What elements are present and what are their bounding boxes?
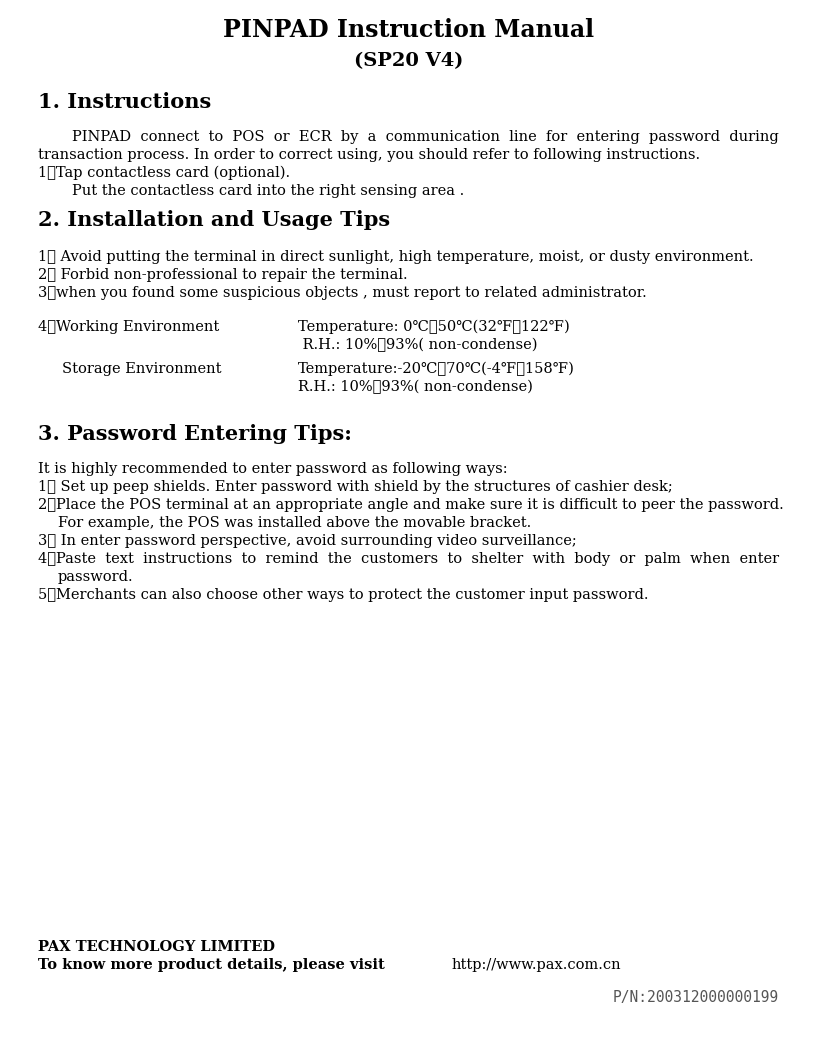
Text: R.H.: 10%～93%( non-condense): R.H.: 10%～93%( non-condense) — [298, 380, 533, 395]
Text: 3. Password Entering Tips:: 3. Password Entering Tips: — [38, 424, 352, 445]
Text: Temperature: 0℃～50℃(32℉～122℉): Temperature: 0℃～50℃(32℉～122℉) — [298, 320, 569, 334]
Text: 1）Tap contactless card (optional).: 1）Tap contactless card (optional). — [38, 166, 290, 180]
Text: R.H.: 10%～93%( non-condense): R.H.: 10%～93%( non-condense) — [298, 338, 538, 352]
Text: PINPAD Instruction Manual: PINPAD Instruction Manual — [223, 18, 594, 42]
Text: 4）Working Environment: 4）Working Environment — [38, 320, 219, 334]
Text: transaction process. In order to correct using, you should refer to following in: transaction process. In order to correct… — [38, 148, 700, 162]
Text: It is highly recommended to enter password as following ways:: It is highly recommended to enter passwo… — [38, 462, 507, 476]
Text: Put the contactless card into the right sensing area .: Put the contactless card into the right … — [72, 184, 464, 198]
Text: 1） Avoid putting the terminal in direct sunlight, high temperature, moist, or du: 1） Avoid putting the terminal in direct … — [38, 250, 753, 264]
Text: Temperature:-20℃～70℃(-4℉～158℉): Temperature:-20℃～70℃(-4℉～158℉) — [298, 362, 575, 377]
Text: 3） In enter password perspective, avoid surrounding video surveillance;: 3） In enter password perspective, avoid … — [38, 534, 577, 548]
Text: P/N:200312000000199: P/N:200312000000199 — [613, 990, 779, 1005]
Text: PAX TECHNOLOGY LIMITED: PAX TECHNOLOGY LIMITED — [38, 940, 275, 954]
Text: http://www.pax.com.cn: http://www.pax.com.cn — [452, 958, 622, 972]
Text: (SP20 V4): (SP20 V4) — [354, 52, 463, 70]
Text: password.: password. — [58, 570, 134, 584]
Text: 3）when you found some suspicious objects , must report to related administrator.: 3）when you found some suspicious objects… — [38, 286, 647, 300]
Text: 2） Forbid non-professional to repair the terminal.: 2） Forbid non-professional to repair the… — [38, 268, 408, 282]
Text: To know more product details, please visit: To know more product details, please vis… — [38, 958, 390, 972]
Text: Storage Environment: Storage Environment — [62, 362, 221, 376]
Text: 2. Installation and Usage Tips: 2. Installation and Usage Tips — [38, 210, 391, 230]
Text: 1） Set up peep shields. Enter password with shield by the structures of cashier : 1） Set up peep shields. Enter password w… — [38, 480, 672, 494]
Text: 2）Place the POS terminal at an appropriate angle and make sure it is difficult t: 2）Place the POS terminal at an appropria… — [38, 498, 784, 512]
Text: For example, the POS was installed above the movable bracket.: For example, the POS was installed above… — [58, 516, 531, 530]
Text: PINPAD  connect  to  POS  or  ECR  by  a  communication  line  for  entering  pa: PINPAD connect to POS or ECR by a commun… — [72, 130, 779, 144]
Text: 5）Merchants can also choose other ways to protect the customer input password.: 5）Merchants can also choose other ways t… — [38, 588, 649, 602]
Text: 4）Paste  text  instructions  to  remind  the  customers  to  shelter  with  body: 4）Paste text instructions to remind the … — [38, 552, 779, 566]
Text: 1. Instructions: 1. Instructions — [38, 92, 212, 112]
